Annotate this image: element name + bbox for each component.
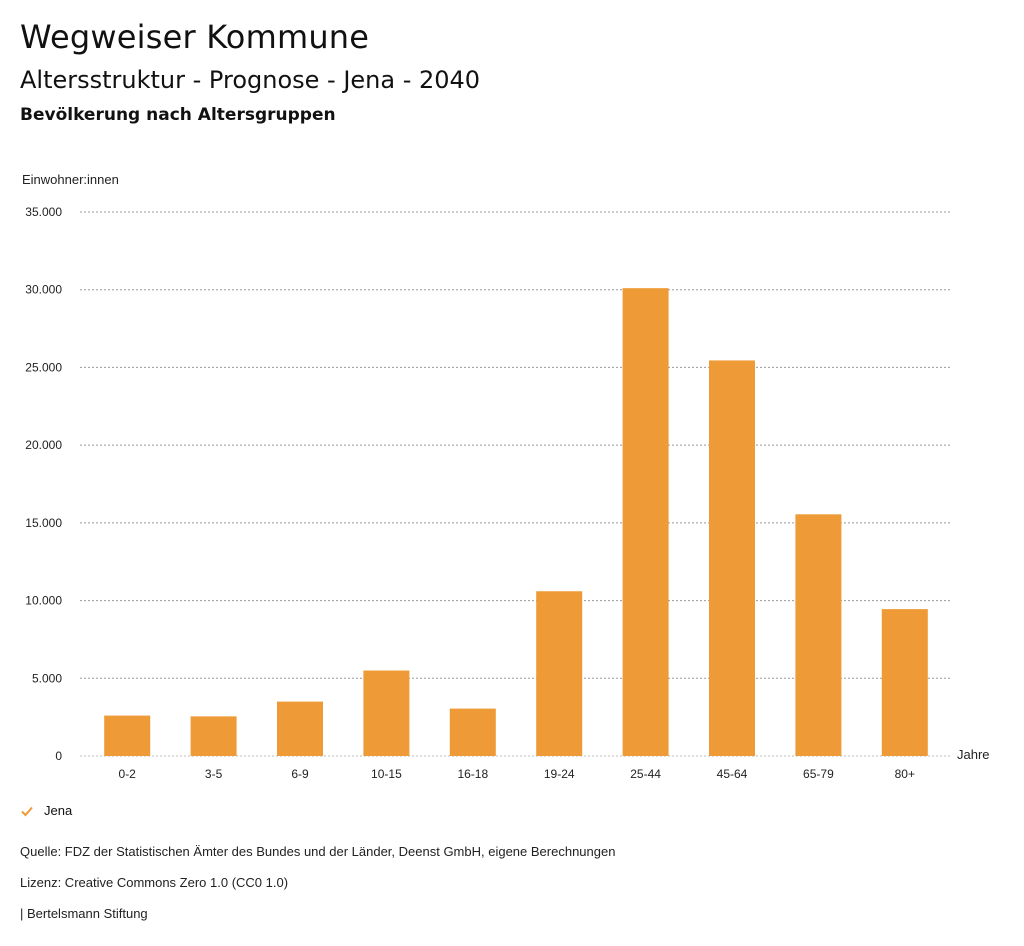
x-tick-label: 0-2 xyxy=(119,767,137,781)
bar-25-44[interactable] xyxy=(622,288,669,756)
x-axis-ticks: 0-2 3-5 6-9 10-15 16-18 19-24 25-44 45-64 65-79 8… xyxy=(119,767,915,781)
source-note: Quelle: FDZ der Statistischen Ämter des … xyxy=(20,844,616,859)
legend-label: Jena xyxy=(44,803,73,818)
bar-3-5[interactable] xyxy=(190,716,237,756)
bar-19-24[interactable] xyxy=(536,591,583,756)
x-tick-label: 16-18 xyxy=(457,767,488,781)
bar-6-9[interactable] xyxy=(277,701,323,756)
y-tick-label: 20.000 xyxy=(25,438,62,452)
chart-description: Bevölkerung nach Altersgruppen xyxy=(20,105,336,125)
x-tick-label: 65-79 xyxy=(803,767,834,781)
y-tick-label: 25.000 xyxy=(25,360,62,374)
x-tick-label: 3-5 xyxy=(205,767,223,781)
bar-65-79[interactable] xyxy=(795,514,842,756)
license-note: Lizenz: Creative Commons Zero 1.0 (CC0 1… xyxy=(20,875,289,890)
y-tick-label: 5.000 xyxy=(32,671,62,685)
y-tick-label: 10.000 xyxy=(25,594,62,608)
check-icon xyxy=(21,806,33,816)
bar-16-18[interactable] xyxy=(449,708,496,756)
y-axis-ticks: 0 5.000 10.000 15.000 20.000 25.000 30.000 35.0… xyxy=(25,205,62,763)
x-tick-label: 80+ xyxy=(895,767,915,781)
bar-45-64[interactable] xyxy=(709,360,755,756)
chart-subtitle: Altersstruktur - Prognose - Jena - 2040 xyxy=(20,66,481,94)
legend-item-jena[interactable]: Jena xyxy=(20,803,72,818)
y-axis-label: Einwohner:innen xyxy=(22,172,119,187)
bar-10-15[interactable] xyxy=(363,670,410,756)
y-tick-label: 35.000 xyxy=(25,205,62,219)
x-axis-label: Jahre xyxy=(957,747,990,762)
y-tick-label: 15.000 xyxy=(25,516,62,530)
x-tick-label: 19-24 xyxy=(544,767,575,781)
x-tick-label: 25-44 xyxy=(630,767,661,781)
y-tick-label: 30.000 xyxy=(25,283,62,297)
page-title: Wegweiser Kommune xyxy=(20,18,370,56)
x-tick-label: 45-64 xyxy=(717,767,748,781)
x-tick-label: 6-9 xyxy=(291,767,309,781)
bar-0-2[interactable] xyxy=(104,715,151,756)
bars xyxy=(104,288,928,756)
organization-note: | Bertelsmann Stiftung xyxy=(20,906,148,921)
y-tick-label: 0 xyxy=(55,749,62,763)
gridlines xyxy=(80,211,952,757)
x-tick-label: 10-15 xyxy=(371,767,402,781)
bar-80+[interactable] xyxy=(881,609,928,756)
bar-chart: Einwohner:innen 0 5.000 10.000 15.000 20.000… xyxy=(22,172,990,781)
